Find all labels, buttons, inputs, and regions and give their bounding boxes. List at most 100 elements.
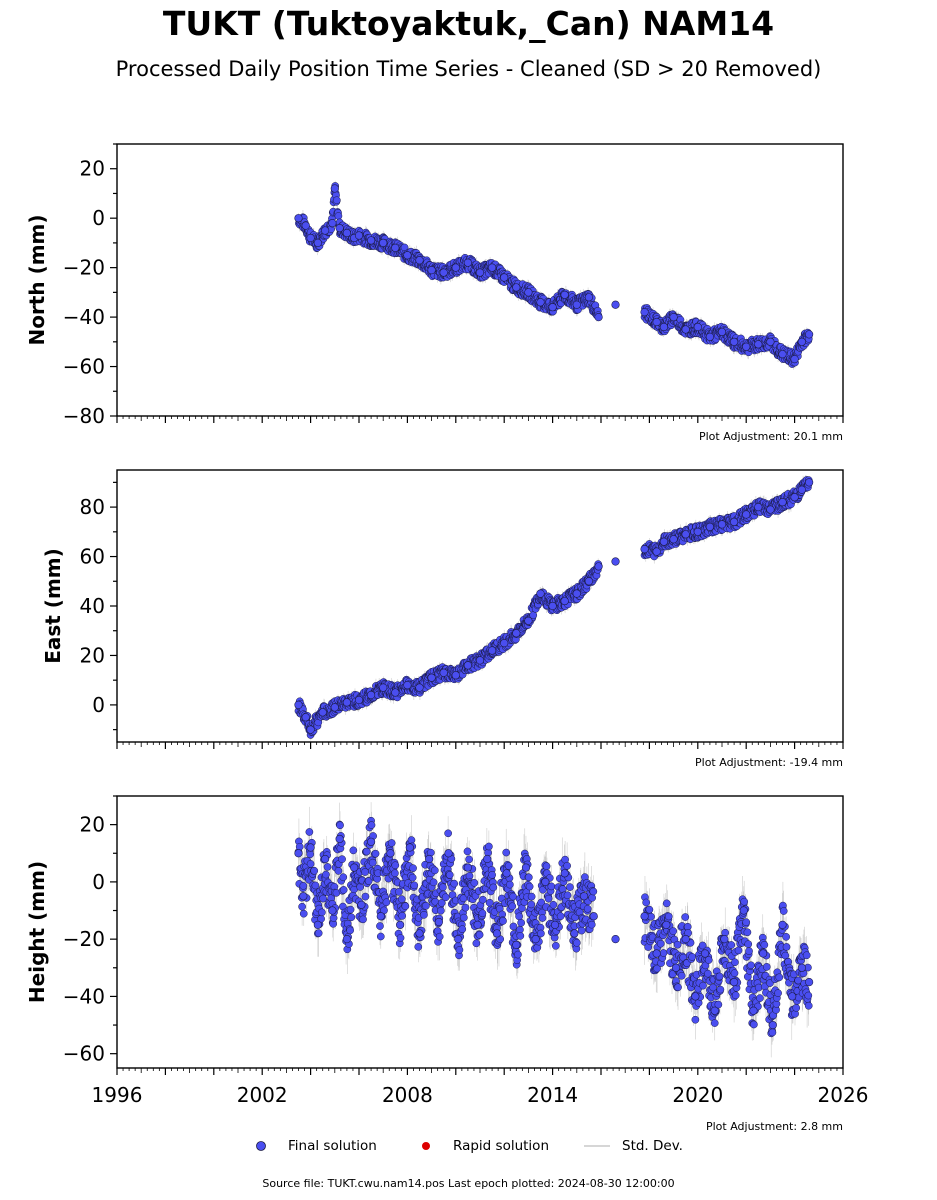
- data-point: [537, 298, 545, 306]
- data-point: [307, 726, 315, 734]
- data-point: [706, 523, 714, 531]
- y-ticks: 80 60 40 20 0: [80, 482, 117, 729]
- data-point: [379, 684, 387, 692]
- y-tick-label: 20: [80, 157, 105, 181]
- data-point: [612, 301, 620, 309]
- data-point: [343, 229, 351, 237]
- y-tick-label: 40: [80, 594, 105, 618]
- data-point: [573, 590, 581, 598]
- data-point: [295, 701, 303, 709]
- x-ticks: [117, 742, 843, 749]
- data-point: [767, 506, 775, 514]
- data-point: [392, 244, 400, 252]
- data-point: [331, 704, 339, 712]
- data-point: [791, 493, 799, 501]
- panel-2: 80 60 40 20 0 East (mm) Plot Adjustment: -19.4…: [41, 470, 843, 769]
- data-point: [404, 681, 412, 689]
- data-point: [561, 291, 569, 299]
- y-tick-label: −40: [63, 305, 105, 329]
- data-point: [682, 326, 690, 334]
- data-point: [319, 709, 327, 717]
- y-tick-label: 80: [80, 495, 105, 519]
- time-series-plots: 200−20−40−60−80North (mm)Plot Adjustment…: [0, 0, 937, 1200]
- data-point: [314, 239, 322, 247]
- data-point: [440, 269, 448, 277]
- data-point: [779, 498, 787, 506]
- plot-adjustment-label: Plot Adjustment: -19.4 mm: [695, 756, 843, 769]
- data-point: [464, 662, 472, 670]
- data-point: [428, 266, 436, 274]
- data-point: [798, 338, 806, 346]
- data-point: [805, 479, 813, 487]
- panel-3: 1996 2002 2008 2014 2020 2026200−20−40−60Heig…: [25, 796, 868, 1133]
- y-axis-label: North (mm): [25, 214, 49, 345]
- data-point: [718, 328, 726, 336]
- data-point: [525, 617, 533, 625]
- plot-frame: [117, 470, 843, 742]
- data-point: [464, 259, 472, 267]
- data-point: [549, 602, 557, 610]
- data-point: [641, 545, 649, 553]
- y-ticks: 20 0 −20 −40 −60 −80: [63, 144, 117, 428]
- data-point: [660, 538, 668, 546]
- data-point: [585, 577, 593, 585]
- data-point: [295, 214, 303, 222]
- data-point: [742, 343, 750, 351]
- data-point: [612, 558, 620, 566]
- data-point: [670, 313, 678, 321]
- y-axis-label: East (mm): [41, 548, 65, 664]
- data-point: [488, 647, 496, 655]
- data-point: [355, 232, 363, 240]
- data-point: [488, 264, 496, 272]
- data-point: [329, 219, 337, 227]
- data-points: [295, 476, 813, 738]
- y-tick-label: 0: [92, 206, 105, 230]
- data-point: [379, 239, 387, 247]
- data-point: [742, 511, 750, 519]
- data-point: [336, 224, 344, 232]
- data-point: [561, 597, 569, 605]
- data-point: [718, 521, 726, 529]
- data-point: [452, 671, 460, 679]
- y-tick-label: −80: [63, 404, 105, 428]
- data-point: [653, 318, 661, 326]
- data-point: [452, 264, 460, 272]
- data-point: [730, 518, 738, 526]
- data-point: [335, 212, 342, 219]
- data-point: [706, 333, 714, 341]
- data-point: [321, 227, 329, 235]
- data-point: [476, 269, 484, 277]
- data-point: [333, 197, 340, 204]
- data-point: [404, 251, 412, 259]
- y-tick-label: 60: [80, 545, 105, 569]
- data-point: [302, 713, 310, 721]
- data-point: [416, 684, 424, 692]
- y-tick-label: 20: [80, 643, 105, 667]
- data-point: [537, 590, 545, 598]
- data-point: [585, 294, 593, 302]
- data-point: [791, 355, 799, 363]
- data-point: [367, 237, 375, 245]
- data-point: [513, 284, 521, 292]
- data-point: [660, 323, 668, 331]
- data-point: [767, 338, 775, 346]
- data-point: [779, 350, 787, 358]
- data-point: [343, 699, 351, 707]
- data-point: [549, 303, 557, 311]
- data-point: [595, 313, 603, 321]
- data-point: [798, 486, 806, 494]
- plot-adjustment-label: Plot Adjustment: 20.1 mm: [699, 430, 843, 443]
- data-point: [670, 535, 678, 543]
- data-point: [682, 530, 690, 538]
- data-point: [694, 528, 702, 536]
- data-point: [694, 323, 702, 331]
- data-point: [428, 674, 436, 682]
- data-point: [476, 657, 484, 665]
- data-points: [295, 182, 813, 367]
- y-tick-label: −60: [63, 355, 105, 379]
- data-point: [392, 689, 400, 697]
- data-point: [355, 696, 363, 704]
- data-point: [302, 222, 310, 230]
- data-point: [525, 289, 533, 297]
- data-point: [367, 691, 375, 699]
